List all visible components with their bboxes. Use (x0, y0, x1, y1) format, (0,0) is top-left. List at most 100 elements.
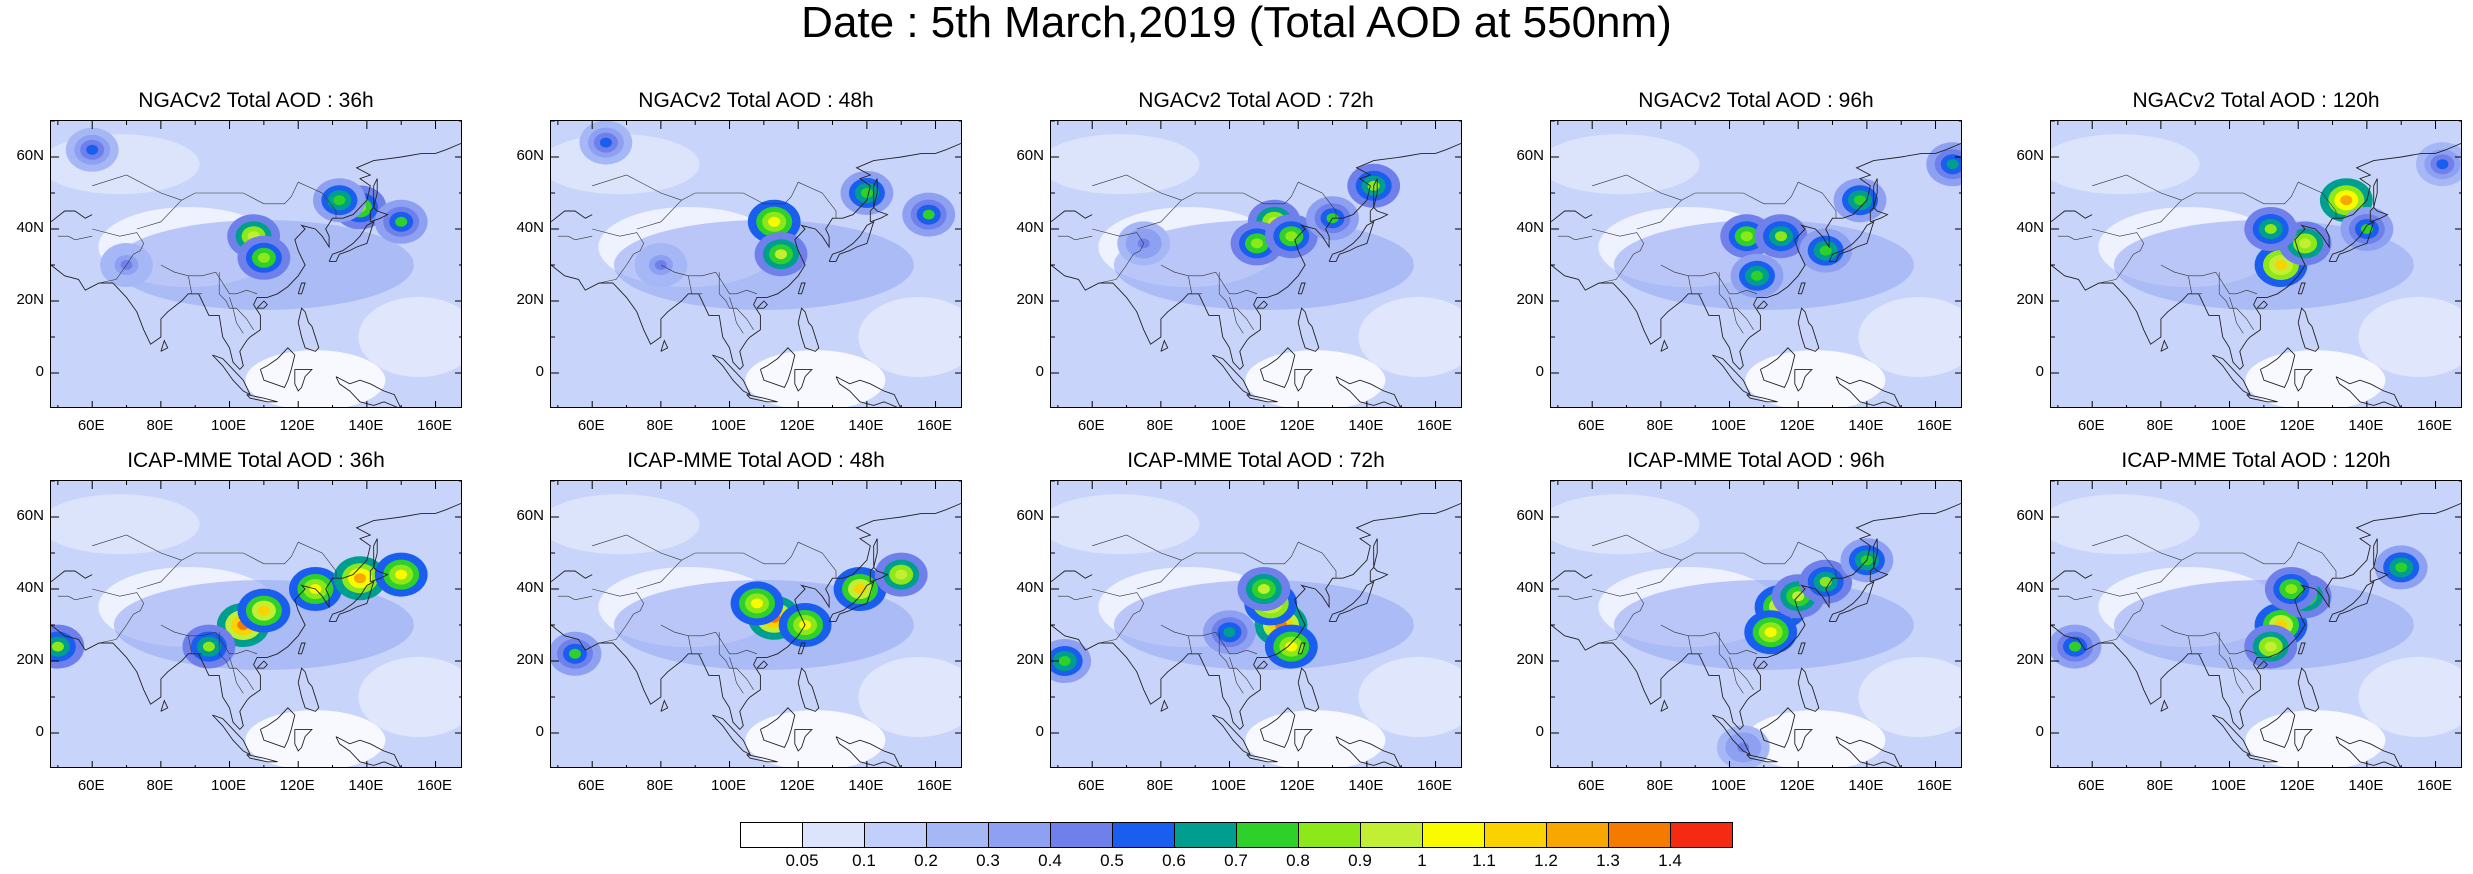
country-border (2092, 534, 2182, 561)
coastline (2160, 699, 2169, 712)
x-tick-label: 60E (1577, 777, 1605, 794)
y-tick-label: 0 (35, 363, 44, 380)
coastline (1794, 368, 1813, 392)
x-tick-label: 60E (77, 417, 105, 434)
aod-hotspot (2264, 224, 2277, 234)
x-tick-label: 100E (2211, 777, 2247, 794)
y-tick-label: 20N (16, 651, 44, 668)
aod-hotspot (1946, 159, 1959, 170)
coastline (1246, 754, 1278, 763)
coastline (2259, 347, 2296, 388)
aod-hotspot (1819, 245, 1832, 256)
coastline (1551, 142, 1961, 371)
coastline (212, 714, 252, 756)
aod-map (1050, 480, 1462, 768)
colorbar-swatch (1422, 822, 1485, 848)
x-tick-label: 120E (1779, 417, 1815, 434)
country-border (1688, 275, 1703, 295)
coastline (794, 368, 813, 392)
coastline (2373, 538, 2378, 568)
colorbar-swatch (1050, 822, 1113, 848)
x-tick-label: 60E (1077, 777, 1105, 794)
x-tick-label: 140E (1848, 417, 1884, 434)
low-aod-region (51, 494, 200, 555)
aod-hotspot (599, 137, 612, 148)
x-tick-label: 100E (211, 417, 247, 434)
country-border (218, 272, 254, 330)
y-tick-label: 20N (2016, 651, 2044, 668)
aod-hotspot (202, 641, 215, 652)
coastline (1328, 580, 1375, 622)
x-tick-label: 140E (1348, 417, 1384, 434)
country-border (2057, 595, 2093, 601)
x-tick-label: 60E (2077, 417, 2105, 434)
y-tick-label: 20N (1016, 651, 1044, 668)
x-tick-label: 60E (577, 417, 605, 434)
x-tick-label: 80E (1146, 777, 1174, 794)
coastline (160, 339, 169, 352)
coastline (2212, 714, 2252, 756)
coastline (2256, 660, 2268, 669)
x-tick-label: 100E (711, 777, 747, 794)
country-border (2057, 235, 2093, 241)
colorbar-label: 1.4 (1658, 851, 1682, 870)
aod-field (1551, 121, 1961, 407)
panel-title: ICAP-MME Total AOD : 96h (1627, 449, 1885, 472)
panel-title: NGACv2 Total AOD : 48h (638, 89, 874, 112)
aod-hotspot (86, 144, 99, 155)
x-tick-label: 160E (2417, 777, 2453, 794)
aod-hotspot (2340, 195, 2353, 206)
colorbar-swatch (1112, 822, 1175, 848)
y-tick-label: 20N (1516, 651, 1544, 668)
coastline (1756, 660, 1768, 669)
coastline (869, 206, 889, 223)
coastline (828, 220, 875, 262)
coastline (794, 728, 813, 752)
coastline (551, 142, 961, 371)
x-tick-label: 140E (348, 417, 384, 434)
country-border (1688, 635, 1703, 655)
panel-title: ICAP-MME Total AOD : 48h (627, 449, 885, 472)
coastline (1297, 282, 1306, 295)
aod-hotspot (768, 216, 781, 227)
low-aod-region (745, 350, 886, 407)
aod-map (1550, 480, 1962, 768)
colorbar-label: 0.8 (1286, 851, 1310, 870)
country-border (2092, 588, 2145, 644)
low-aod-region (245, 350, 386, 407)
colorbar-swatch (740, 822, 803, 848)
country-border (688, 275, 703, 295)
low-aod-region (2051, 494, 2200, 555)
colorbar-swatch (864, 822, 927, 848)
x-tick-label: 160E (917, 777, 953, 794)
coastline (373, 178, 378, 208)
coastline (2160, 339, 2169, 352)
aod-hotspot (257, 252, 270, 263)
aod-hotspot (395, 569, 408, 580)
coastline (551, 570, 593, 583)
coastline (551, 502, 961, 731)
coastline (1873, 538, 1878, 568)
aod-hotspot (1058, 656, 1071, 666)
x-tick-label: 80E (2146, 417, 2174, 434)
panel-title: NGACv2 Total AOD : 72h (1138, 89, 1374, 112)
coastline (1660, 339, 1669, 352)
coastline (1712, 714, 1752, 756)
colorbar-swatch (1670, 822, 1733, 848)
y-tick-label: 60N (2016, 147, 2044, 164)
country-border (57, 235, 93, 241)
country-border (136, 541, 337, 590)
country-border (1092, 228, 1145, 284)
low-aod-region (2051, 134, 2200, 195)
country-border (92, 228, 145, 284)
coastline (1297, 642, 1306, 655)
low-aod-region (358, 657, 461, 737)
coastline (1369, 566, 1389, 583)
colorbar-swatch (1484, 822, 1547, 848)
coastline (1212, 354, 1252, 396)
coastline (759, 347, 796, 388)
panel-title: ICAP-MME Total AOD : 120h (2121, 449, 2391, 472)
coastline (1259, 707, 1296, 748)
country-border (92, 588, 145, 644)
x-tick-label: 100E (211, 777, 247, 794)
